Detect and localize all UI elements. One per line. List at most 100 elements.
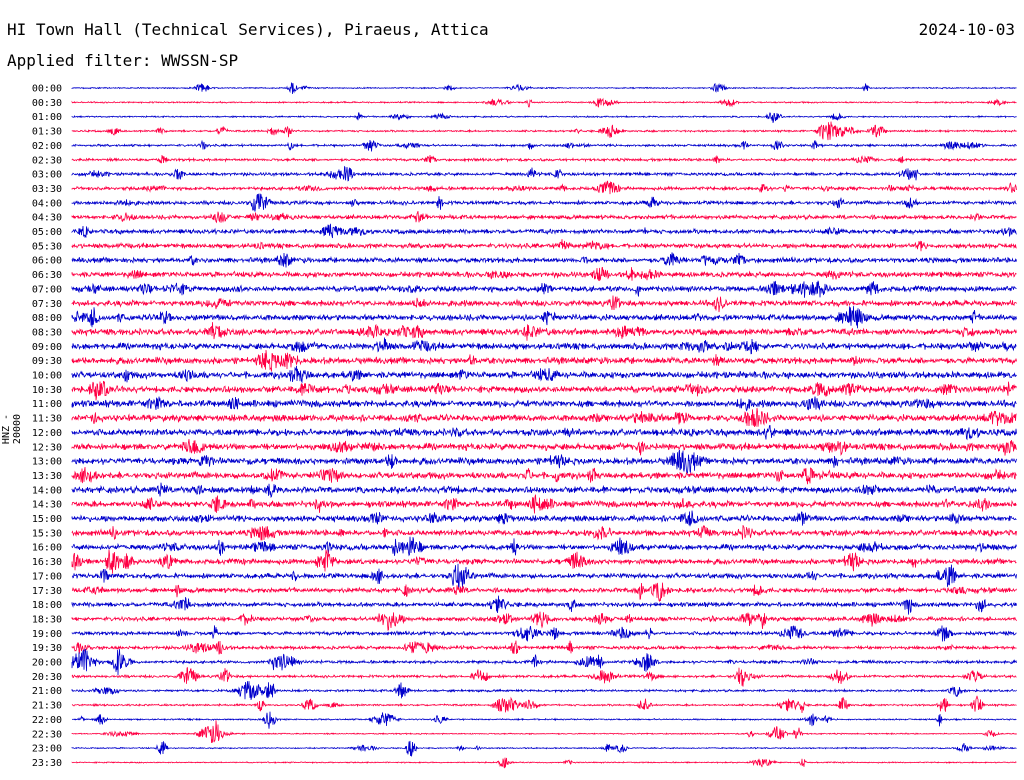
seismic-trace-0130: [71, 121, 1017, 141]
seismic-trace-1900: [71, 625, 1017, 642]
row-time-label: 19:30: [32, 643, 62, 654]
seismic-trace-1030: [71, 380, 1017, 401]
seismic-trace-1730: [71, 582, 1017, 602]
row-time-label: 03:30: [32, 184, 62, 195]
seismic-trace-1300: [71, 449, 1017, 474]
row-time-label: 22:30: [32, 729, 62, 740]
seismic-trace-0600: [71, 252, 1017, 268]
row-time-label: 09:00: [32, 342, 62, 353]
row-time-label: 21:30: [32, 701, 62, 712]
row-time-label: 18:30: [32, 614, 62, 625]
seismic-trace-0200: [71, 139, 1017, 152]
seismic-trace-1830: [71, 611, 1017, 631]
row-time-label: 17:30: [32, 586, 62, 597]
row-time-label: 04:30: [32, 213, 62, 224]
row-time-label: 22:00: [32, 715, 62, 726]
seismic-trace-0930: [71, 349, 1017, 372]
row-time-label: 04:00: [32, 198, 62, 209]
seismic-trace-1800: [71, 595, 1017, 615]
row-time-label: 12:00: [32, 428, 62, 439]
seismic-trace-0400: [71, 193, 1017, 212]
seismic-trace-1600: [71, 536, 1017, 557]
seismic-trace-1530: [71, 524, 1017, 541]
row-time-label: 05:00: [32, 227, 62, 238]
row-time-label: 10:00: [32, 371, 62, 382]
row-time-label: 16:00: [32, 543, 62, 554]
row-time-label: 23:00: [32, 744, 62, 755]
seismic-trace-0030: [71, 97, 1017, 108]
seismic-trace-0430: [71, 210, 1017, 224]
seismic-trace-1930: [71, 640, 1017, 655]
seismic-trace-2030: [71, 667, 1017, 687]
row-time-label: 07:30: [32, 299, 62, 310]
row-time-label: 07:00: [32, 284, 62, 295]
seismic-trace-1000: [71, 365, 1017, 384]
row-time-label: 13:30: [32, 471, 62, 482]
seismic-trace-0230: [71, 154, 1017, 164]
seismic-trace-2130: [71, 695, 1017, 714]
seismic-trace-2000: [71, 648, 1017, 676]
seismic-trace-0000: [71, 82, 1017, 95]
seismic-trace-1100: [71, 396, 1017, 412]
row-time-label: 09:30: [32, 356, 62, 367]
row-time-label: 21:00: [32, 686, 62, 697]
seismic-trace-2230: [71, 720, 1017, 743]
seismic-trace-0700: [71, 280, 1017, 298]
row-time-label: 12:30: [32, 442, 62, 453]
row-time-label: 14:30: [32, 500, 62, 511]
seismic-trace-1430: [71, 494, 1017, 514]
seismic-trace-0530: [71, 239, 1017, 252]
station-title: HI Town Hall (Technical Services), Pirae…: [7, 20, 489, 39]
row-time-label: 18:00: [32, 600, 62, 611]
row-time-label: 08:30: [32, 327, 62, 338]
row-time-label: 20:00: [32, 658, 62, 669]
row-time-label: 15:30: [32, 528, 62, 539]
seismic-trace-1130: [71, 408, 1017, 428]
row-time-label: 00:30: [32, 98, 62, 109]
seismic-trace-1200: [71, 425, 1017, 441]
seismic-trace-2100: [71, 681, 1017, 700]
row-time-label: 10:30: [32, 385, 62, 396]
row-time-label: 02:30: [32, 155, 62, 166]
row-time-label: 02:00: [32, 141, 62, 152]
row-time-label: 08:00: [32, 313, 62, 324]
seismic-trace-0830: [71, 322, 1017, 341]
row-time-label: 23:30: [32, 758, 62, 769]
seismic-trace-0300: [71, 165, 1017, 182]
row-time-label: 11:30: [32, 414, 62, 425]
seismic-trace-1230: [71, 439, 1017, 456]
filter-label: Applied filter: WWSSN-SP: [7, 51, 239, 70]
seismic-trace-2300: [71, 740, 1017, 757]
row-time-label: 06:00: [32, 256, 62, 267]
seismic-trace-0100: [71, 112, 1017, 124]
row-time-label: 01:00: [32, 112, 62, 123]
seismic-trace-2330: [71, 757, 1017, 769]
row-time-label: 06:30: [32, 270, 62, 281]
row-time-label: 16:30: [32, 557, 62, 568]
record-date: 2024-10-03: [918, 20, 1015, 39]
row-time-label: 03:00: [32, 170, 62, 181]
seismic-trace-0500: [71, 223, 1017, 239]
seismic-trace-1500: [71, 510, 1017, 527]
row-time-label: 11:00: [32, 399, 62, 410]
seismic-trace-1630: [71, 549, 1017, 574]
seismic-trace-1330: [71, 466, 1017, 485]
row-time-label: 20:30: [32, 672, 62, 683]
seismic-trace-1400: [71, 482, 1017, 499]
row-time-label: 05:30: [32, 241, 62, 252]
seismic-trace-1700: [71, 563, 1017, 589]
seismic-trace-0800: [71, 306, 1017, 329]
seismic-trace-0730: [71, 295, 1017, 313]
row-time-label: 15:00: [32, 514, 62, 525]
row-time-label: 14:00: [32, 485, 62, 496]
seismic-trace-0630: [71, 266, 1017, 282]
row-time-label: 19:00: [32, 629, 62, 640]
seismic-trace-0330: [71, 180, 1017, 195]
row-time-label: 17:00: [32, 571, 62, 582]
row-time-label: 00:00: [32, 84, 62, 95]
row-time-label: 13:00: [32, 457, 62, 468]
seismic-trace-0900: [71, 337, 1017, 355]
seismic-trace-2200: [71, 711, 1017, 729]
row-time-label: 01:30: [32, 127, 62, 138]
